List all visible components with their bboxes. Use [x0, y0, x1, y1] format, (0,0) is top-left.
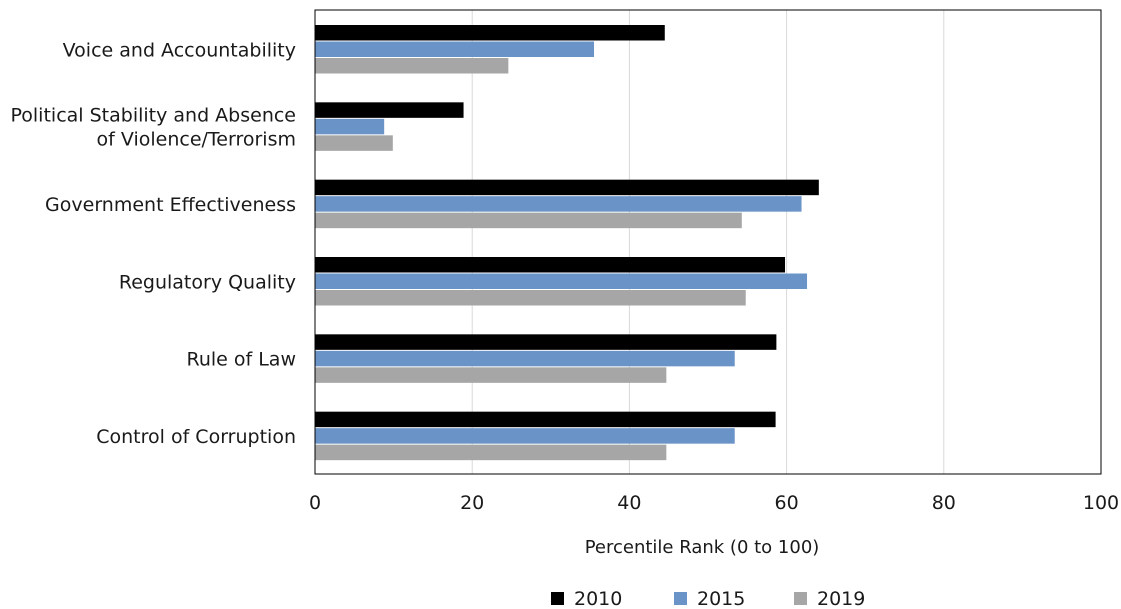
category-labels: Voice and Accountability Political Stabil…	[11, 39, 297, 448]
legend-label: 2015	[697, 588, 745, 609]
bar-2010-0	[315, 25, 665, 41]
x-tick-label: 60	[775, 492, 799, 514]
bar-2019-2	[315, 212, 742, 229]
bar-2019-4	[315, 367, 667, 383]
grid-lines	[471, 10, 945, 474]
x-tick-label: 20	[460, 492, 484, 514]
bar-2019-1	[315, 135, 393, 151]
category-label: Regulatory Quality	[119, 271, 296, 293]
legend-item-2015: 2015	[674, 588, 745, 609]
legend-label: 2010	[574, 588, 622, 609]
bars	[315, 25, 819, 461]
bar-2010-3	[315, 257, 786, 273]
bar-2015-3	[315, 273, 808, 289]
category-label-line: Regulatory Quality	[119, 271, 296, 293]
bar-2015-5	[315, 428, 735, 444]
category-label-line: Control of Corruption	[96, 426, 296, 448]
bar-2010-5	[315, 411, 776, 428]
bar-2015-2	[315, 196, 802, 212]
bar-2010-4	[315, 334, 777, 350]
bar-2019-3	[315, 290, 746, 306]
legend: 2010 2015 2019	[551, 588, 865, 609]
bar-2015-4	[315, 350, 735, 367]
legend-item-2010: 2010	[551, 588, 622, 609]
legend-item-2019: 2019	[794, 588, 865, 609]
category-label: Control of Corruption	[96, 426, 296, 448]
legend-swatch	[794, 592, 807, 605]
x-tick-label: 100	[1083, 492, 1119, 514]
category-label-line: Government Effectiveness	[45, 194, 296, 216]
legend-swatch	[674, 592, 687, 605]
bar-2015-1	[315, 118, 385, 135]
bar-2015-0	[315, 41, 595, 57]
bar-2010-2	[315, 179, 819, 196]
category-label: Voice and Accountability	[63, 39, 296, 61]
bar-2019-5	[315, 444, 667, 461]
category-label: Rule of Law	[186, 349, 296, 371]
bar-2010-1	[315, 102, 464, 118]
category-label: Government Effectiveness	[45, 194, 296, 216]
x-axis-title: Percentile Rank (0 to 100)	[585, 537, 820, 558]
category-label-line: Rule of Law	[186, 349, 296, 371]
x-tick-label: 40	[617, 492, 641, 514]
category-label-line: Voice and Accountability	[63, 39, 296, 61]
x-tick-label: 80	[932, 492, 956, 514]
plot-frame	[314, 9, 1102, 475]
category-label-line: Political Stability and Absence	[11, 105, 297, 127]
bar-2019-0	[315, 58, 509, 74]
x-tick-labels: 0 20 40 60 80 100	[309, 492, 1119, 514]
x-tick-label: 0	[309, 492, 321, 514]
legend-swatch	[551, 592, 564, 605]
legend-label: 2019	[817, 588, 865, 609]
category-label-line: of Violence/Terrorism	[97, 129, 296, 151]
